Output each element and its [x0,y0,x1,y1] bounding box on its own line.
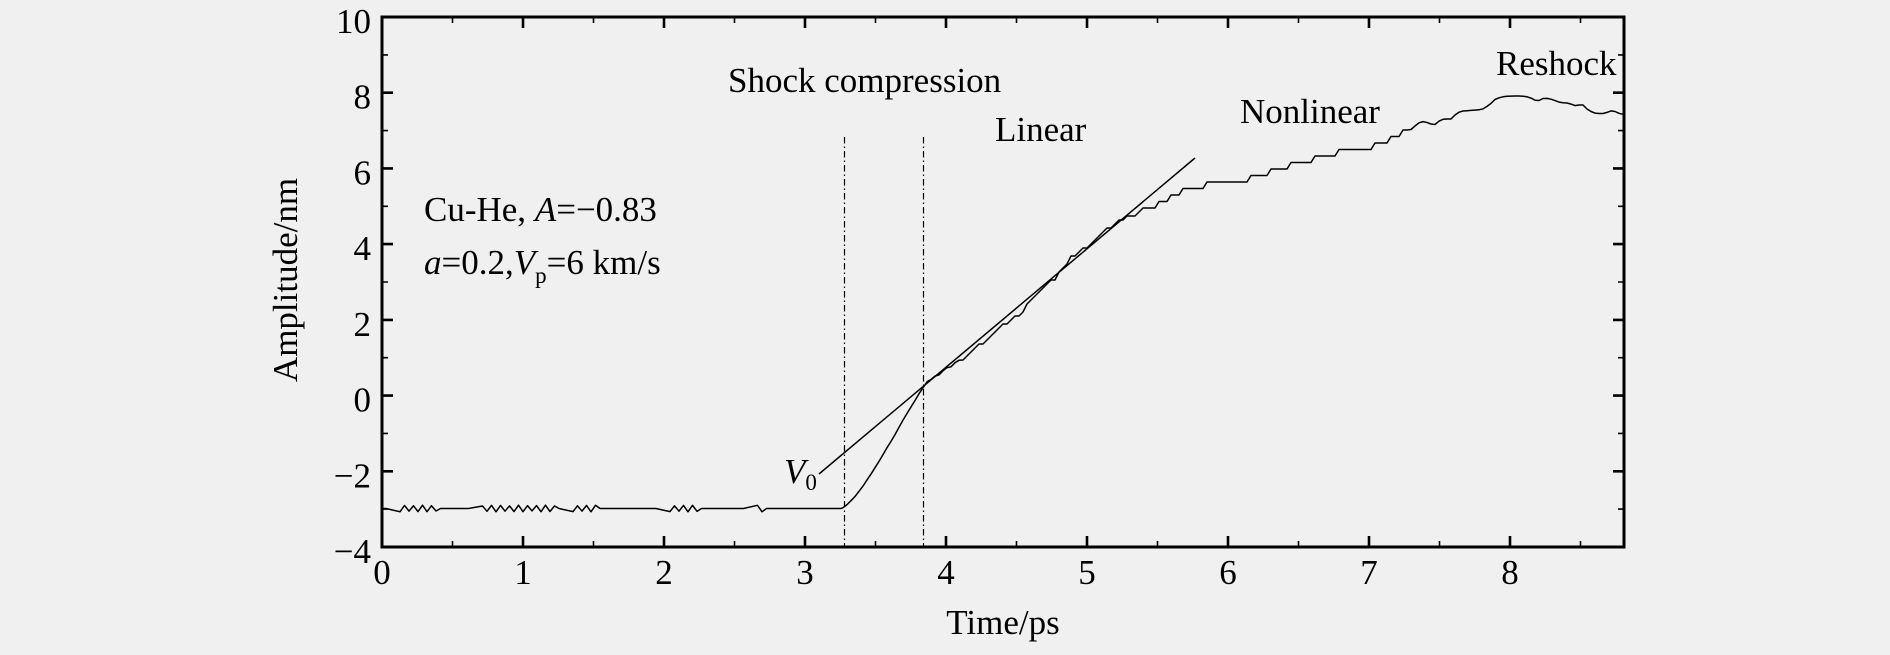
svg-text:4: 4 [354,229,372,268]
svg-text:8: 8 [354,78,372,117]
svg-text:3: 3 [796,553,814,592]
svg-text:Nonlinear: Nonlinear [1240,92,1380,131]
svg-text:−2: −2 [334,456,371,495]
svg-text:6: 6 [1219,553,1237,592]
svg-text:Amplitude/nm: Amplitude/nm [266,178,305,382]
svg-text:7: 7 [1360,553,1378,592]
svg-text:Shock compression: Shock compression [728,61,1001,100]
svg-text:Linear: Linear [995,110,1087,149]
svg-text:V0: V0 [784,452,817,495]
svg-text:5: 5 [1078,553,1096,592]
svg-text:1: 1 [514,553,532,592]
svg-text:6: 6 [354,153,372,192]
svg-text:8: 8 [1501,553,1519,592]
svg-text:−4: −4 [334,532,371,571]
svg-text:4: 4 [937,553,955,592]
svg-text:2: 2 [354,305,372,344]
svg-text:0: 0 [354,381,372,420]
svg-text:10: 10 [336,2,371,41]
svg-text:Time/ps: Time/ps [946,603,1059,642]
svg-text:Reshock: Reshock [1496,44,1617,83]
svg-text:2: 2 [655,553,673,592]
svg-text:Cu-He, A=−0.83: Cu-He, A=−0.83 [424,190,657,229]
svg-text:0: 0 [373,553,391,592]
